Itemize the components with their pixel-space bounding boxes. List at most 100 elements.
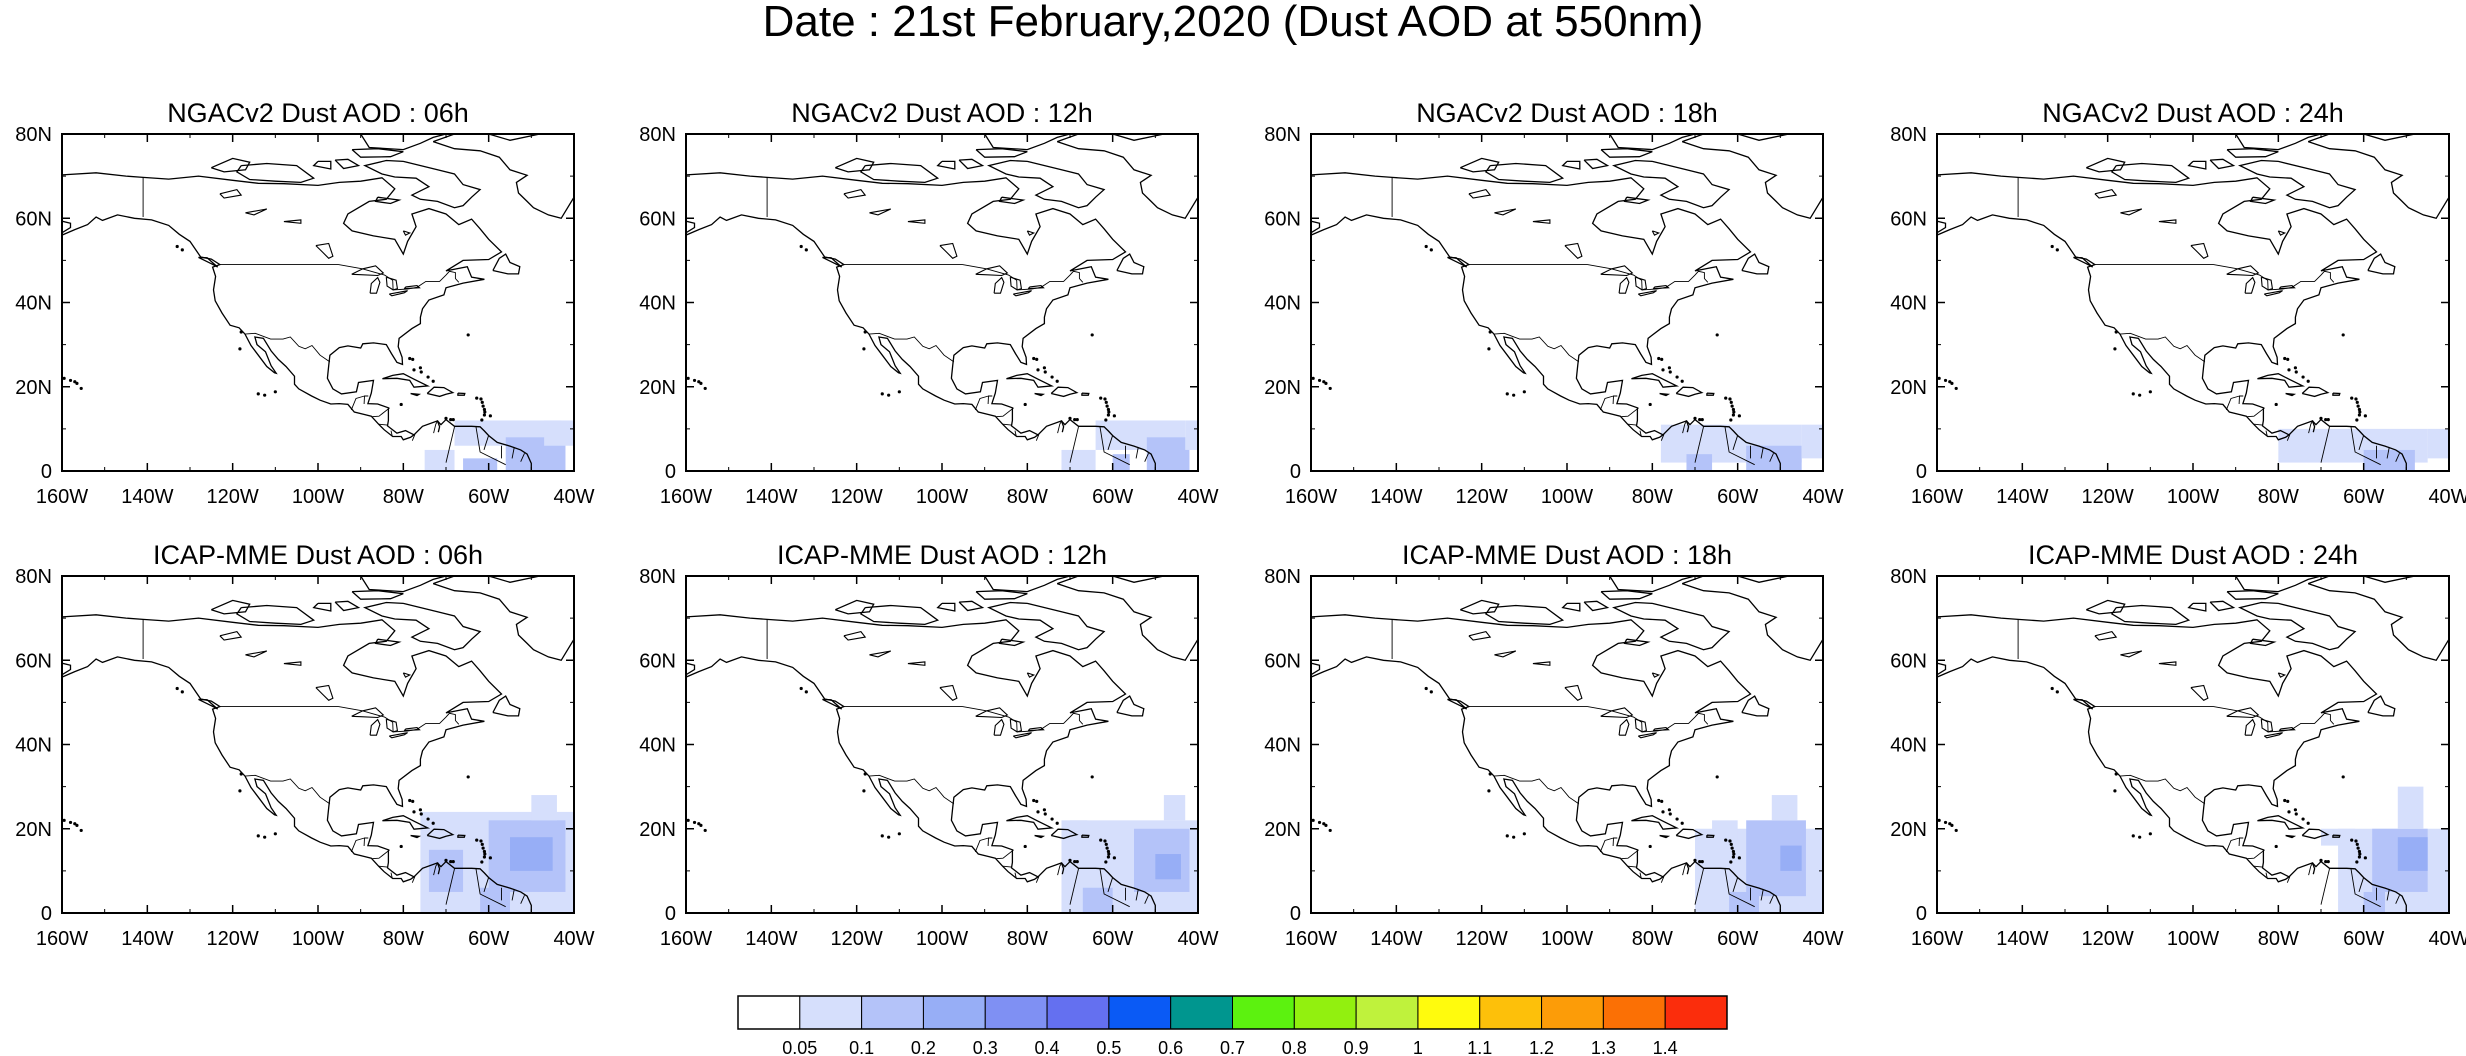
island bbox=[1106, 407, 1110, 412]
country-border bbox=[2265, 872, 2268, 879]
island bbox=[2341, 333, 2345, 337]
panel-title: NGACv2 Dust AOD : 06h bbox=[167, 98, 469, 128]
lon-tick-label: 80W bbox=[1007, 486, 1048, 508]
lon-tick-label: 80W bbox=[383, 928, 424, 950]
coastline bbox=[2226, 590, 2279, 600]
lake-outline bbox=[245, 208, 268, 216]
country-border bbox=[483, 877, 490, 893]
island bbox=[1068, 858, 1072, 862]
island bbox=[2358, 410, 2362, 414]
country-border bbox=[475, 426, 506, 466]
coastline bbox=[1600, 148, 1653, 158]
country-border bbox=[2213, 264, 2335, 291]
panel-title: ICAP-MME Dust AOD : 24h bbox=[2028, 540, 2358, 570]
island bbox=[1103, 397, 1107, 401]
island bbox=[2301, 375, 2305, 379]
lake-outline bbox=[2190, 242, 2209, 259]
island bbox=[1424, 244, 1428, 249]
coastline bbox=[1006, 373, 1055, 388]
country-border bbox=[1069, 868, 1079, 905]
country-border bbox=[1144, 895, 1149, 904]
dust-aod-cell bbox=[463, 816, 485, 829]
lat-tick-label: 20N bbox=[1264, 377, 1301, 399]
coastline bbox=[2235, 576, 2322, 593]
island bbox=[1322, 822, 1326, 826]
colorbar-label: 1.4 bbox=[1653, 1038, 1678, 1056]
colorbar-label: 0.4 bbox=[1035, 1038, 1060, 1056]
map-panel: ICAP-MME Dust AOD : 12h 80N 60N 40N 20N 0 160W… bbox=[639, 540, 1218, 950]
island bbox=[1657, 798, 1661, 803]
country-border bbox=[2386, 888, 2390, 901]
dust-aod-cell bbox=[1155, 854, 1181, 880]
island bbox=[1660, 357, 1664, 361]
lon-tick-label: 80W bbox=[1007, 928, 1048, 950]
island bbox=[1675, 375, 1679, 379]
lat-tick-label: 40N bbox=[1890, 735, 1927, 757]
island bbox=[2114, 772, 2118, 776]
lake-outline bbox=[369, 718, 381, 736]
island bbox=[1487, 789, 1491, 793]
coastline bbox=[1034, 834, 1046, 839]
country-border bbox=[1599, 837, 1614, 853]
island bbox=[1032, 798, 1036, 803]
coastline bbox=[382, 815, 431, 830]
coastline bbox=[410, 834, 422, 839]
dust-aod-cell bbox=[2397, 837, 2428, 871]
coastline bbox=[1056, 582, 1198, 662]
coastline bbox=[2367, 695, 2396, 717]
island bbox=[697, 380, 701, 384]
island bbox=[1730, 404, 1734, 408]
island bbox=[1104, 860, 1108, 864]
island bbox=[1112, 414, 1116, 418]
island bbox=[1715, 775, 1719, 779]
coastline bbox=[382, 373, 431, 388]
coastline bbox=[1659, 392, 1671, 397]
panel-title: ICAP-MME Dust AOD : 06h bbox=[153, 540, 483, 570]
island bbox=[408, 798, 412, 803]
coastline bbox=[1460, 599, 1500, 615]
lat-tick-label: 80N bbox=[1890, 566, 1927, 588]
country-border bbox=[996, 849, 1014, 860]
island bbox=[1073, 418, 1077, 422]
country-border bbox=[2350, 426, 2381, 466]
island bbox=[862, 347, 866, 351]
map-content bbox=[62, 134, 574, 471]
coastline bbox=[1056, 140, 1198, 220]
island bbox=[1050, 375, 1054, 379]
coastline bbox=[2285, 392, 2297, 397]
coastline bbox=[436, 420, 441, 433]
coastline bbox=[2187, 160, 2207, 170]
country-border bbox=[372, 407, 390, 418]
colorbar-box bbox=[861, 995, 924, 1030]
country-border bbox=[2358, 435, 2365, 451]
country-border bbox=[378, 865, 388, 868]
lat-tick-label: 0 bbox=[1916, 903, 1927, 925]
lake-outline bbox=[993, 718, 1005, 736]
island bbox=[1667, 366, 1671, 370]
colorbar-box bbox=[922, 995, 986, 1030]
coastline bbox=[2209, 158, 2236, 170]
island bbox=[68, 820, 73, 825]
country-border bbox=[244, 332, 331, 363]
panel-title: NGACv2 Dust AOD : 18h bbox=[1416, 98, 1718, 128]
coastline bbox=[334, 600, 361, 612]
island bbox=[2306, 821, 2310, 825]
coastline bbox=[1659, 834, 1671, 839]
country-border bbox=[2308, 862, 2314, 876]
island bbox=[238, 347, 242, 351]
coastline bbox=[1706, 834, 1715, 838]
island bbox=[1731, 407, 1735, 412]
lake-outline bbox=[1652, 285, 1670, 290]
coastline bbox=[2307, 140, 2449, 220]
lon-tick-label: 140W bbox=[745, 486, 797, 508]
island bbox=[431, 379, 435, 383]
island bbox=[180, 690, 184, 694]
dust-aod-cell bbox=[1163, 795, 1186, 821]
map-content bbox=[62, 576, 574, 913]
country-border bbox=[1724, 426, 1755, 466]
island bbox=[1487, 347, 1491, 351]
island bbox=[1729, 842, 1733, 846]
lat-tick-label: 0 bbox=[665, 903, 676, 925]
island bbox=[451, 418, 455, 422]
lake-outline bbox=[869, 650, 892, 658]
